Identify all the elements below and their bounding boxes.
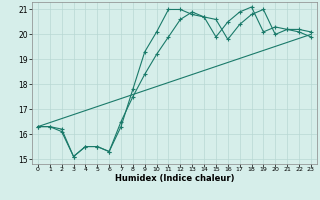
X-axis label: Humidex (Indice chaleur): Humidex (Indice chaleur) xyxy=(115,174,234,183)
